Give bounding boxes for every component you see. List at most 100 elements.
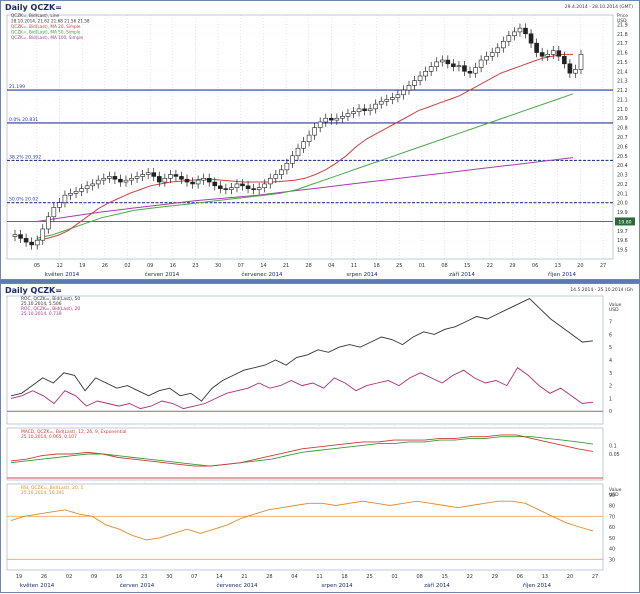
candle-body <box>445 59 451 65</box>
candle-body <box>406 85 412 91</box>
candle-body <box>251 188 256 190</box>
price-x-day-label: 23 <box>192 263 198 269</box>
candle-body <box>234 183 240 188</box>
candle-body <box>95 179 101 185</box>
candle-body <box>501 40 506 49</box>
price-y-tick-label: 19.6 <box>617 238 628 244</box>
indicator-x-day-label: 22 <box>467 574 473 580</box>
candle-body <box>168 174 173 179</box>
candle-body <box>462 65 467 72</box>
price-legend-entry: QCZK=, Bid(Last), Line <box>11 13 60 18</box>
rsi-y-tick-label: 30 <box>609 557 615 563</box>
candle-body <box>373 103 378 110</box>
candle-body <box>550 50 556 55</box>
price-y-tick-label: 21.2 <box>617 88 628 94</box>
candle-body <box>90 183 95 187</box>
roc-y-tick-label: 3 <box>609 371 612 377</box>
price-legend-entry: 28.10.2014, 21.62 21.68 21.56 21.58 <box>11 19 90 24</box>
roc-y-tick-label: 5 <box>609 345 612 351</box>
indicator-chart-date-range: 14.5.2014 - 25.10.2014 (Gh <box>570 288 633 293</box>
indicator-x-day-label: 19 <box>16 574 22 580</box>
candle-body <box>362 108 367 112</box>
candle-body <box>145 172 151 175</box>
candle-body <box>62 194 68 203</box>
candle-body <box>118 178 123 183</box>
price-y-tick-label: 19.9 <box>617 210 628 216</box>
rsi-pane <box>6 483 604 571</box>
indicator-x-day-label: 09 <box>91 574 97 580</box>
rsi-y-tick-label: 70 <box>609 514 615 520</box>
candle-body <box>284 162 290 171</box>
candle-body <box>101 177 107 181</box>
fib-level-label: 21.199 <box>9 84 25 90</box>
indicator-x-month-label: září 2014 <box>424 582 450 589</box>
candle-body <box>428 66 434 72</box>
candle-body <box>23 238 29 243</box>
candle-body <box>279 169 284 175</box>
candle-body <box>134 176 140 179</box>
candle-body <box>423 71 428 77</box>
last-price-box-label: 19.80 <box>618 219 631 225</box>
candle-body <box>267 177 273 185</box>
price-x-day-label: 20 <box>577 263 583 269</box>
indicator-x-month-label: srpen 2014 <box>321 583 353 589</box>
rsi-y-unit-label: USD <box>609 492 619 498</box>
price-y-tick-label: 20.4 <box>617 163 628 169</box>
price-legend-entry: QCZK=, Bid(Last), MA 20, Simple <box>11 24 81 29</box>
price-x-day-label: 02 <box>124 263 130 269</box>
price-x-month-label: červen 2014 <box>145 271 180 278</box>
macd-line <box>10 434 594 467</box>
macd-legend-value: 25.10.2014, 0.065, 0.107 <box>21 434 77 440</box>
candle-body <box>345 113 351 117</box>
price-x-day-label: 27 <box>600 263 606 269</box>
candle-body <box>29 241 34 246</box>
macd-y-tick-label: 0.05 <box>609 452 620 458</box>
candle-body <box>367 108 373 112</box>
candle-body <box>384 99 390 102</box>
candle-body <box>356 108 362 112</box>
candle-body <box>412 80 417 86</box>
ma100-line <box>36 157 574 222</box>
candle-body <box>439 59 445 63</box>
candle-body <box>567 63 573 74</box>
price-y-tick-label: 20.8 <box>617 126 628 132</box>
candle-body <box>12 234 18 237</box>
fib-level-label: 0.0% 20.831 <box>9 117 38 123</box>
price-x-day-label: 09 <box>147 263 153 269</box>
roc20-legend-value: 25.10.2014, 0.739 <box>21 311 62 317</box>
price-chart-svg[interactable]: 05 12 19 26 02 09 16 23 30 07 14 21 28 04 11 18 25 01 08 15… <box>1 1 640 281</box>
roc50-line <box>10 298 594 402</box>
candle-body <box>45 216 51 230</box>
price-y-tick-label: 21.3 <box>617 79 628 85</box>
candle-body <box>573 69 578 74</box>
candle-body <box>218 185 223 189</box>
candle-body <box>18 234 23 239</box>
candle-body <box>378 101 384 105</box>
candle-body <box>562 55 567 65</box>
candle-body <box>434 61 440 67</box>
indicator-x-day-label: 25 <box>366 574 372 580</box>
roc-y-tick-label: 7 <box>609 320 612 326</box>
candle-body <box>195 179 201 185</box>
price-y-tick-label: 20.2 <box>617 182 628 188</box>
indicator-x-day-label: 07 <box>191 574 197 580</box>
roc-y-unit-label: Value <box>609 302 622 308</box>
price-x-day-label: 25 <box>396 263 402 269</box>
candle-body <box>312 127 317 136</box>
price-y-tick-label: 21.0 <box>617 107 628 113</box>
candle-body <box>489 52 495 57</box>
indicator-chart-svg[interactable]: 19 26 02 09 16 23 30 07 14 21 28 04 11 18 25 01 08 15 22 29… <box>1 284 640 594</box>
indicator-chart-title: Daily QCZK= <box>5 286 62 295</box>
candle-body <box>484 55 489 61</box>
price-x-day-label: 28 <box>305 263 311 269</box>
price-y-tick-label: 21.1 <box>617 97 628 103</box>
candle-body <box>473 67 478 74</box>
candle-body <box>351 111 356 114</box>
price-chart-title: Daily QCZK= <box>5 3 62 12</box>
candle-body <box>40 228 46 241</box>
indicator-x-day-label: 16 <box>116 574 122 580</box>
candle-body <box>328 117 334 121</box>
price-y-tick-label: 19.7 <box>617 229 628 235</box>
price-legend-entry: QCZK=, Bid(Last), MA 100, Simple <box>11 35 84 40</box>
candle-body <box>295 147 301 157</box>
